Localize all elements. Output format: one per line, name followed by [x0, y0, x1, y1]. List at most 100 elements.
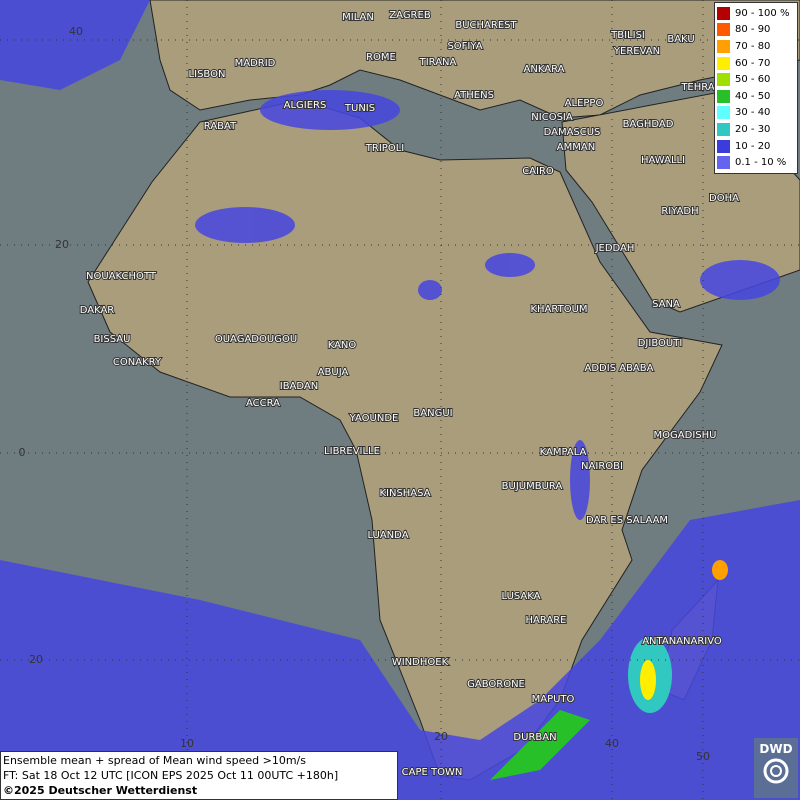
- legend-swatch: [717, 39, 730, 53]
- footer-line: ©2025 Deutscher Wetterdienst: [3, 784, 198, 797]
- city-label: SANA: [652, 299, 680, 310]
- city-label: ROME: [366, 52, 396, 63]
- city-label: CAPE TOWN: [402, 767, 463, 778]
- legend-entry: 80 - 90: [717, 22, 795, 39]
- city-label: NICOSIA: [531, 112, 573, 123]
- city-label: TBILISI: [610, 30, 645, 41]
- city-label: DAKAR: [80, 305, 115, 316]
- land: [87, 0, 800, 781]
- legend-swatch: [717, 23, 730, 37]
- city-label: DAMASCUS: [544, 127, 601, 138]
- legend-entry: 20 - 30: [717, 121, 795, 138]
- city-label: KHARTOUM: [530, 304, 587, 315]
- city-label: JEDDAH: [595, 243, 635, 254]
- city-label: ALGIERS: [284, 100, 327, 111]
- city-label: ZAGREB: [389, 10, 431, 21]
- city-label: LUSAKA: [502, 591, 541, 602]
- legend: 90 - 100 % 80 - 90 70 - 80 60 - 70 50 - 60 40…: [714, 2, 798, 174]
- legend-label: 80 - 90: [735, 24, 771, 36]
- legend-swatch: [717, 106, 730, 120]
- legend-label: 50 - 60: [735, 74, 771, 86]
- legend-entry: 50 - 60: [717, 71, 795, 88]
- city-label: OUAGADOUGOU: [215, 334, 297, 345]
- logo: DWD: [754, 738, 798, 798]
- city-label: GABORONE: [467, 679, 525, 690]
- legend-label: 0.1 - 10 %: [735, 157, 787, 169]
- legend-swatch: [717, 73, 730, 87]
- logo-icon: [763, 758, 789, 784]
- city-label: HARARE: [525, 615, 566, 626]
- city-label: NAIROBI: [581, 461, 623, 472]
- wind-high: [490, 560, 728, 780]
- legend-swatch: [717, 89, 730, 103]
- city-label: SOFIYA: [447, 41, 482, 52]
- city-label: DJIBOUTI: [638, 338, 683, 349]
- city-label: MILAN: [342, 12, 374, 23]
- city-label: WINDHOEK: [392, 657, 449, 668]
- legend-label: 20 - 30: [735, 123, 771, 135]
- city-label: RABAT: [204, 121, 237, 132]
- city-label: NOUAKCHOTT: [86, 271, 157, 282]
- city-label: ALEPPO: [565, 98, 604, 109]
- city-label: DOHA: [709, 193, 739, 204]
- legend-entry: 40 - 50: [717, 88, 795, 105]
- legend-entry: 30 - 40: [717, 105, 795, 122]
- lon-label: 20: [434, 730, 448, 743]
- city-label: MAPUTO: [532, 694, 575, 705]
- lon-label: 40: [605, 737, 619, 750]
- legend-entry: 90 - 100 %: [717, 5, 795, 22]
- city-label: YAOUNDE: [349, 413, 399, 424]
- legend-label: 60 - 70: [735, 57, 771, 69]
- lon-label: 10: [180, 737, 194, 750]
- city-label: DURBAN: [513, 732, 556, 743]
- legend-label: 40 - 50: [735, 90, 771, 102]
- lat-label: 40: [69, 25, 83, 38]
- lon-label: 50: [696, 750, 710, 763]
- city-label: BUJUMBURA: [502, 481, 563, 492]
- city-label: BAKU: [667, 34, 694, 45]
- city-label: AMMAN: [557, 142, 595, 153]
- city-label: LIBREVILLE: [324, 446, 380, 457]
- legend-label: 90 - 100 %: [735, 7, 790, 19]
- city-label: TIRANA: [419, 57, 457, 68]
- city-label: LUANDA: [367, 530, 408, 541]
- city-label: BISSAU: [94, 334, 131, 345]
- legend-label: 10 - 20: [735, 140, 771, 152]
- city-label: KINSHASA: [379, 488, 430, 499]
- city-label: TRIPOLI: [365, 143, 404, 154]
- city-label: TEHRA: [680, 82, 714, 93]
- city-label: ABUJA: [318, 367, 349, 378]
- lat-label: 20: [55, 238, 69, 251]
- city-label: DAR ES SALAAM: [586, 515, 668, 526]
- city-label: ADDIS ABABA: [585, 363, 654, 374]
- city-label: CONAKRY: [113, 357, 162, 368]
- legend-entry: 10 - 20: [717, 138, 795, 155]
- city-label: ATHENS: [454, 90, 494, 101]
- legend-swatch: [717, 156, 730, 170]
- logo-text: DWD: [759, 742, 793, 756]
- city-label: KAMPALA: [540, 447, 587, 458]
- city-label: BUCHAREST: [455, 20, 517, 31]
- legend-entry: 60 - 70: [717, 55, 795, 72]
- legend-label: 70 - 80: [735, 40, 771, 52]
- legend-entry: 0.1 - 10 %: [717, 154, 795, 171]
- footer: Ensemble mean + spread of Mean wind spee…: [0, 751, 398, 800]
- footer-line: Ensemble mean + spread of Mean wind spee…: [3, 754, 306, 767]
- legend-swatch: [717, 139, 730, 153]
- city-label: HAWALLI: [641, 155, 685, 166]
- legend-entry: 70 - 80: [717, 38, 795, 55]
- city-label: MADRID: [235, 58, 276, 69]
- legend-label: 30 - 40: [735, 107, 771, 119]
- city-label: CAIRO: [522, 166, 554, 177]
- city-label: KANO: [328, 340, 357, 351]
- city-label: TUNIS: [344, 103, 375, 114]
- lat-label: 0: [19, 446, 26, 459]
- city-label: ANKARA: [524, 64, 565, 75]
- city-label: BAGHDAD: [623, 119, 674, 130]
- city-label: LISBON: [189, 69, 226, 80]
- city-label: YEREVAN: [613, 46, 660, 57]
